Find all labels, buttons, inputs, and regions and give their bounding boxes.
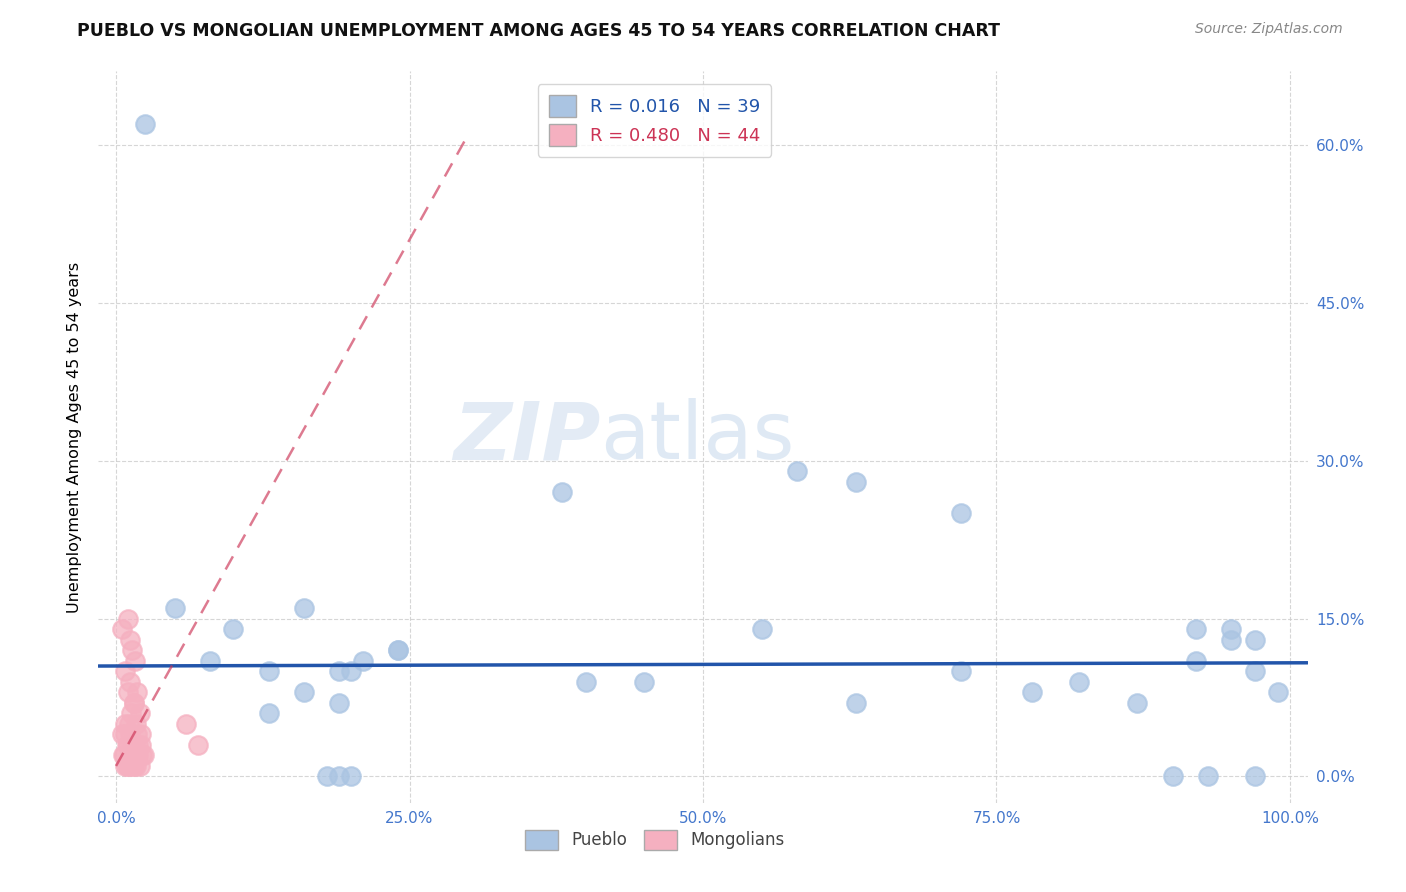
Point	[120, 727, 142, 741]
Point	[115, 759, 138, 773]
Point	[222, 622, 245, 636]
Point	[1220, 622, 1243, 636]
Point	[120, 632, 142, 647]
Point	[127, 685, 149, 699]
Point	[122, 738, 145, 752]
Point	[122, 696, 145, 710]
Point	[128, 706, 150, 721]
Point	[1021, 685, 1043, 699]
Text: atlas: atlas	[600, 398, 794, 476]
Point	[112, 748, 135, 763]
Point	[950, 507, 973, 521]
Point	[198, 654, 221, 668]
Point	[176, 717, 198, 731]
Point	[1185, 622, 1208, 636]
Point	[127, 727, 149, 741]
Point	[1126, 696, 1149, 710]
Point	[1267, 685, 1289, 699]
Point	[114, 665, 136, 679]
Point	[1067, 674, 1090, 689]
Point	[134, 117, 156, 131]
Point	[575, 674, 598, 689]
Point	[131, 748, 153, 763]
Point	[163, 601, 186, 615]
Point	[128, 759, 150, 773]
Point	[121, 759, 143, 773]
Point	[352, 654, 374, 668]
Point	[316, 770, 339, 784]
Point	[845, 696, 868, 710]
Point	[120, 748, 142, 763]
Point	[1243, 632, 1265, 647]
Point	[120, 674, 142, 689]
Point	[845, 475, 868, 489]
Point	[120, 748, 142, 763]
Point	[1185, 654, 1208, 668]
Point	[328, 696, 350, 710]
Point	[118, 717, 141, 731]
Point	[120, 706, 142, 721]
Point	[117, 612, 139, 626]
Point	[340, 665, 363, 679]
Point	[1161, 770, 1184, 784]
Point	[950, 665, 973, 679]
Point	[134, 748, 156, 763]
Point	[122, 696, 145, 710]
Point	[387, 643, 409, 657]
Point	[786, 464, 808, 478]
Point	[111, 727, 134, 741]
Legend: Pueblo, Mongolians: Pueblo, Mongolians	[517, 823, 792, 856]
Point	[127, 748, 149, 763]
Text: Source: ZipAtlas.com: Source: ZipAtlas.com	[1195, 22, 1343, 37]
Point	[387, 643, 409, 657]
Point	[112, 748, 135, 763]
Point	[117, 738, 139, 752]
Point	[340, 770, 363, 784]
Point	[328, 770, 350, 784]
Y-axis label: Unemployment Among Ages 45 to 54 years: Unemployment Among Ages 45 to 54 years	[67, 261, 83, 613]
Point	[1220, 632, 1243, 647]
Point	[187, 738, 209, 752]
Point	[129, 738, 152, 752]
Point	[328, 665, 350, 679]
Point	[257, 665, 280, 679]
Point	[751, 622, 773, 636]
Point	[551, 485, 574, 500]
Point	[111, 622, 134, 636]
Point	[257, 706, 280, 721]
Point	[292, 601, 315, 615]
Point	[125, 717, 148, 731]
Point	[114, 727, 136, 741]
Point	[121, 643, 143, 657]
Point	[124, 654, 146, 668]
Point	[1243, 770, 1265, 784]
Point	[115, 738, 138, 752]
Point	[114, 717, 136, 731]
Point	[1243, 665, 1265, 679]
Point	[122, 759, 145, 773]
Text: ZIP: ZIP	[453, 398, 600, 476]
Point	[114, 759, 136, 773]
Point	[633, 674, 655, 689]
Point	[292, 685, 315, 699]
Point	[125, 759, 148, 773]
Point	[129, 727, 152, 741]
Text: PUEBLO VS MONGOLIAN UNEMPLOYMENT AMONG AGES 45 TO 54 YEARS CORRELATION CHART: PUEBLO VS MONGOLIAN UNEMPLOYMENT AMONG A…	[77, 22, 1000, 40]
Point	[127, 748, 149, 763]
Point	[124, 738, 146, 752]
Point	[1197, 770, 1219, 784]
Point	[127, 738, 149, 752]
Point	[118, 759, 141, 773]
Point	[117, 685, 139, 699]
